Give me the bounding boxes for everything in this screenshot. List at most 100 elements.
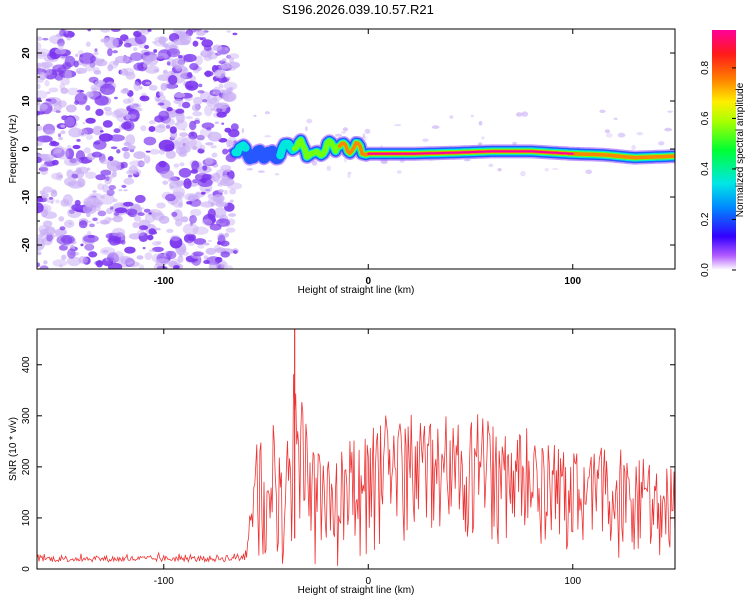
noise-blob [138,264,145,269]
noise-speck [516,112,523,117]
noise-blob [67,248,76,259]
noise-blob [153,40,166,47]
noise-blob [152,40,158,45]
noise-blob [105,109,113,116]
snr-series-line [37,374,675,566]
noise-blob [48,69,64,75]
noise-blob [129,114,137,120]
noise-blob [137,212,145,217]
noise-blob [90,55,97,63]
noise-blob [203,242,210,246]
noise-blob [42,186,53,193]
noise-blob [94,48,98,52]
noise-blob [200,49,212,58]
noise-blob [37,41,42,51]
noise-blob [92,217,98,222]
noise-blob [37,142,40,146]
noise-blob [114,55,130,64]
noise-blob [95,174,106,181]
noise-blob [208,263,218,269]
noise-blob [226,265,233,269]
noise-blob [169,126,177,134]
spectrogram-x-ticks: -100 0 100 [154,29,582,287]
noise-blob [78,256,89,265]
noise-blob [202,213,216,226]
noise-blob [112,215,123,223]
noise-blob [123,151,130,160]
noise-blob [43,260,48,265]
noise-blob [64,55,76,68]
noise-blob [89,223,95,228]
noise-blob [186,140,203,150]
noise-blob [136,255,144,260]
noise-blob [37,202,44,214]
noise-blob [214,121,219,124]
noise-blob [58,216,65,222]
noise-blob [56,235,73,245]
noise-blob [172,187,185,198]
noise-blob [205,142,214,146]
snr-y-label: SNR (10 * v/v) [8,417,19,481]
noise-blob [227,144,231,148]
noise-blob [203,260,210,264]
noise-speck [636,132,643,136]
noise-blob [180,216,189,223]
noise-blob [173,163,180,168]
noise-blob [60,130,66,135]
noise-blob [187,71,193,78]
y-tick-label: 0 [21,146,32,152]
noise-blob [68,222,72,225]
colorbar-label: Normalized spectral amplitude [735,82,746,217]
noise-blob [37,90,48,99]
noise-blob [43,220,53,228]
noise-blob [187,239,195,246]
noise-blob [213,244,221,252]
noise-blob [62,194,73,206]
noise-blob [37,83,41,90]
noise-blob [92,190,97,193]
noise-speck [544,168,549,172]
noise-blob [100,247,116,256]
noise-blob [148,120,156,125]
noise-blob [171,211,178,217]
noise-blob [83,147,91,154]
noise-blob [198,83,203,88]
x-tick-label: 0 [365,276,371,287]
signal-track-layer-5 [367,150,574,155]
noise-blob [40,194,47,199]
noise-blob [195,191,202,195]
noise-blob [173,265,180,269]
noise-blob [59,29,67,37]
noise-blob [85,243,94,252]
noise-blob [221,89,233,96]
noise-blob [37,234,43,239]
noise-blob [127,145,136,150]
figure-title: S196.2026.039.10.57.R21 [282,2,434,17]
noise-speck [604,129,611,134]
noise-blob [199,53,204,56]
noise-blob [148,84,158,91]
noise-blob [180,137,197,148]
noise-blob [132,221,140,229]
noise-blob [107,262,123,269]
noise-blob [221,77,230,83]
noise-blob [99,130,104,133]
noise-speck [667,110,673,113]
noise-blob [74,92,88,105]
noise-blob [227,53,240,60]
noise-blob [54,234,61,238]
noise-speck [552,168,559,170]
noise-blob [201,122,215,129]
noise-blob [51,130,56,134]
noise-blob [64,69,72,80]
signal-track [228,133,675,166]
noise-blob [120,161,128,169]
noise-blob [149,148,160,155]
noise-blob [108,235,122,246]
noise-blob [57,133,62,138]
noise-blob [102,184,109,193]
noise-speck [470,114,474,118]
noise-speck [396,170,402,174]
noise-blob [93,139,107,150]
noise-blob [108,185,116,190]
